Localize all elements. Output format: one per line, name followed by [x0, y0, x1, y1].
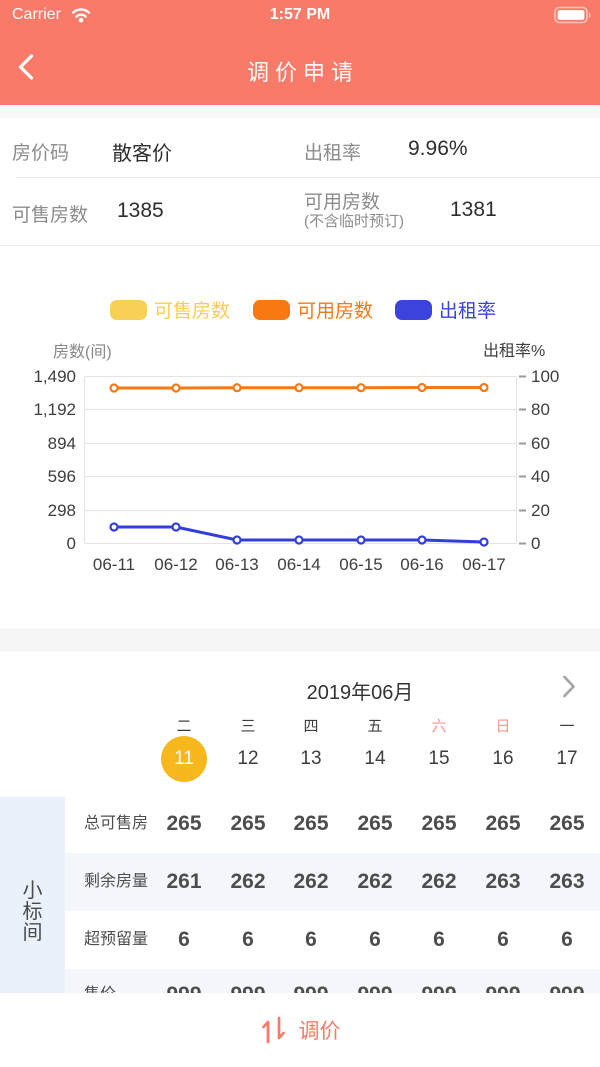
svg-text:0: 0: [67, 534, 76, 553]
svg-text:0: 0: [531, 534, 540, 553]
svg-text:06-13: 06-13: [215, 555, 258, 574]
svg-text:596: 596: [48, 467, 76, 486]
svg-text:06-17: 06-17: [462, 555, 505, 574]
svg-text:40: 40: [531, 467, 550, 486]
svg-text:06-16: 06-16: [400, 555, 443, 574]
svg-text:1,192: 1,192: [33, 400, 76, 419]
svg-text:100: 100: [531, 367, 559, 386]
svg-text:06-15: 06-15: [339, 555, 382, 574]
svg-text:06-11: 06-11: [93, 555, 135, 574]
svg-text:1,490: 1,490: [33, 367, 76, 386]
svg-text:20: 20: [531, 501, 550, 520]
svg-text:06-12: 06-12: [154, 555, 197, 574]
svg-text:298: 298: [48, 501, 76, 520]
svg-text:60: 60: [531, 434, 550, 453]
svg-text:80: 80: [531, 400, 550, 419]
svg-text:06-14: 06-14: [277, 555, 320, 574]
svg-text:894: 894: [48, 434, 76, 453]
